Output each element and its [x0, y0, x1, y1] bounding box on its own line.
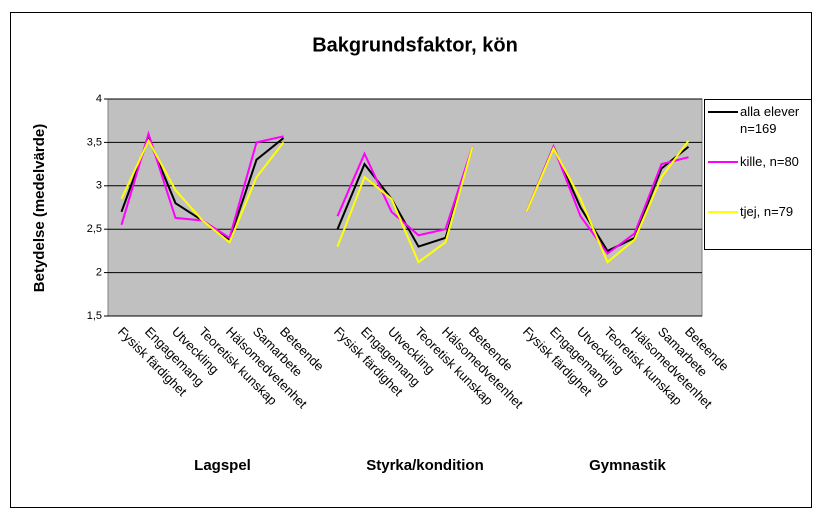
group-label: Styrka/kondition [366, 457, 484, 474]
legend-label: kille, n=80 [740, 154, 799, 169]
y-tick-label: 1,5 [87, 310, 102, 322]
y-axis-label: Betydelse (medelvärde) [31, 124, 48, 292]
group-label: Gymnastik [589, 457, 666, 474]
group-label: Lagspel [194, 457, 251, 474]
chart-title: Bakgrundsfaktor, kön [312, 34, 518, 56]
series-line [120, 138, 690, 264]
y-tick-label: 3 [96, 180, 102, 192]
y-tick-label: 2,5 [87, 223, 102, 235]
legend-label: tjej, n=79 [740, 204, 794, 219]
legend-label: alla elever n=169 [740, 104, 800, 136]
y-tick-label: 2 [96, 267, 102, 279]
legend-box [704, 99, 812, 250]
y-tick-label: 3,5 [87, 136, 102, 148]
plot-area [107, 98, 703, 317]
y-tick-label: 4 [96, 93, 102, 105]
